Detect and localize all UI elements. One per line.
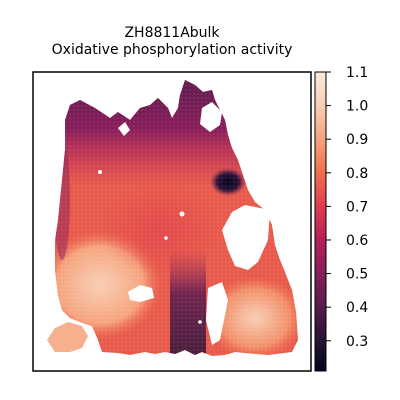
- colorbar-tick-label: 0.9: [346, 132, 368, 148]
- tissue-hole-bottom-gap: [206, 282, 228, 345]
- colorbar-tick-label: 0.7: [346, 199, 368, 215]
- colorbar-tick-label: 0.8: [346, 166, 368, 182]
- chart-title: ZH8811Abulk: [124, 25, 220, 41]
- tissue-hole-dot: [179, 211, 185, 217]
- colorbar: 1.1 1.0 0.9 0.8 0.7 0.6 0.5 0.4 0.3: [314, 65, 368, 372]
- colorbar-tick-label: 0.5: [346, 267, 368, 283]
- chart-subtitle: Oxidative phosphorylation activity: [52, 42, 293, 58]
- tissue-hole-upper-right: [200, 102, 222, 132]
- colorbar-tick-label: 0.3: [346, 334, 368, 350]
- tissue-island: [47, 322, 88, 352]
- tissue-hole-dot: [98, 170, 102, 174]
- tissue-hole-right-notch: [222, 205, 270, 270]
- colorbar-tick-label: 0.4: [346, 300, 368, 316]
- tissue-heatmap: [47, 80, 298, 356]
- tissue-hole-top-left: [118, 122, 130, 136]
- tissue-hole-dot: [164, 236, 168, 240]
- tissue-hole-dot: [198, 320, 202, 324]
- colorbar-tick-label: 1.1: [346, 65, 368, 81]
- colorbar-tick-label: 1.0: [346, 99, 368, 115]
- colorbar-tick-label: 0.6: [346, 233, 368, 249]
- colorbar-gradient: [314, 71, 327, 372]
- tissue-hole-lower-left: [128, 285, 154, 302]
- plot-frame: [32, 71, 312, 372]
